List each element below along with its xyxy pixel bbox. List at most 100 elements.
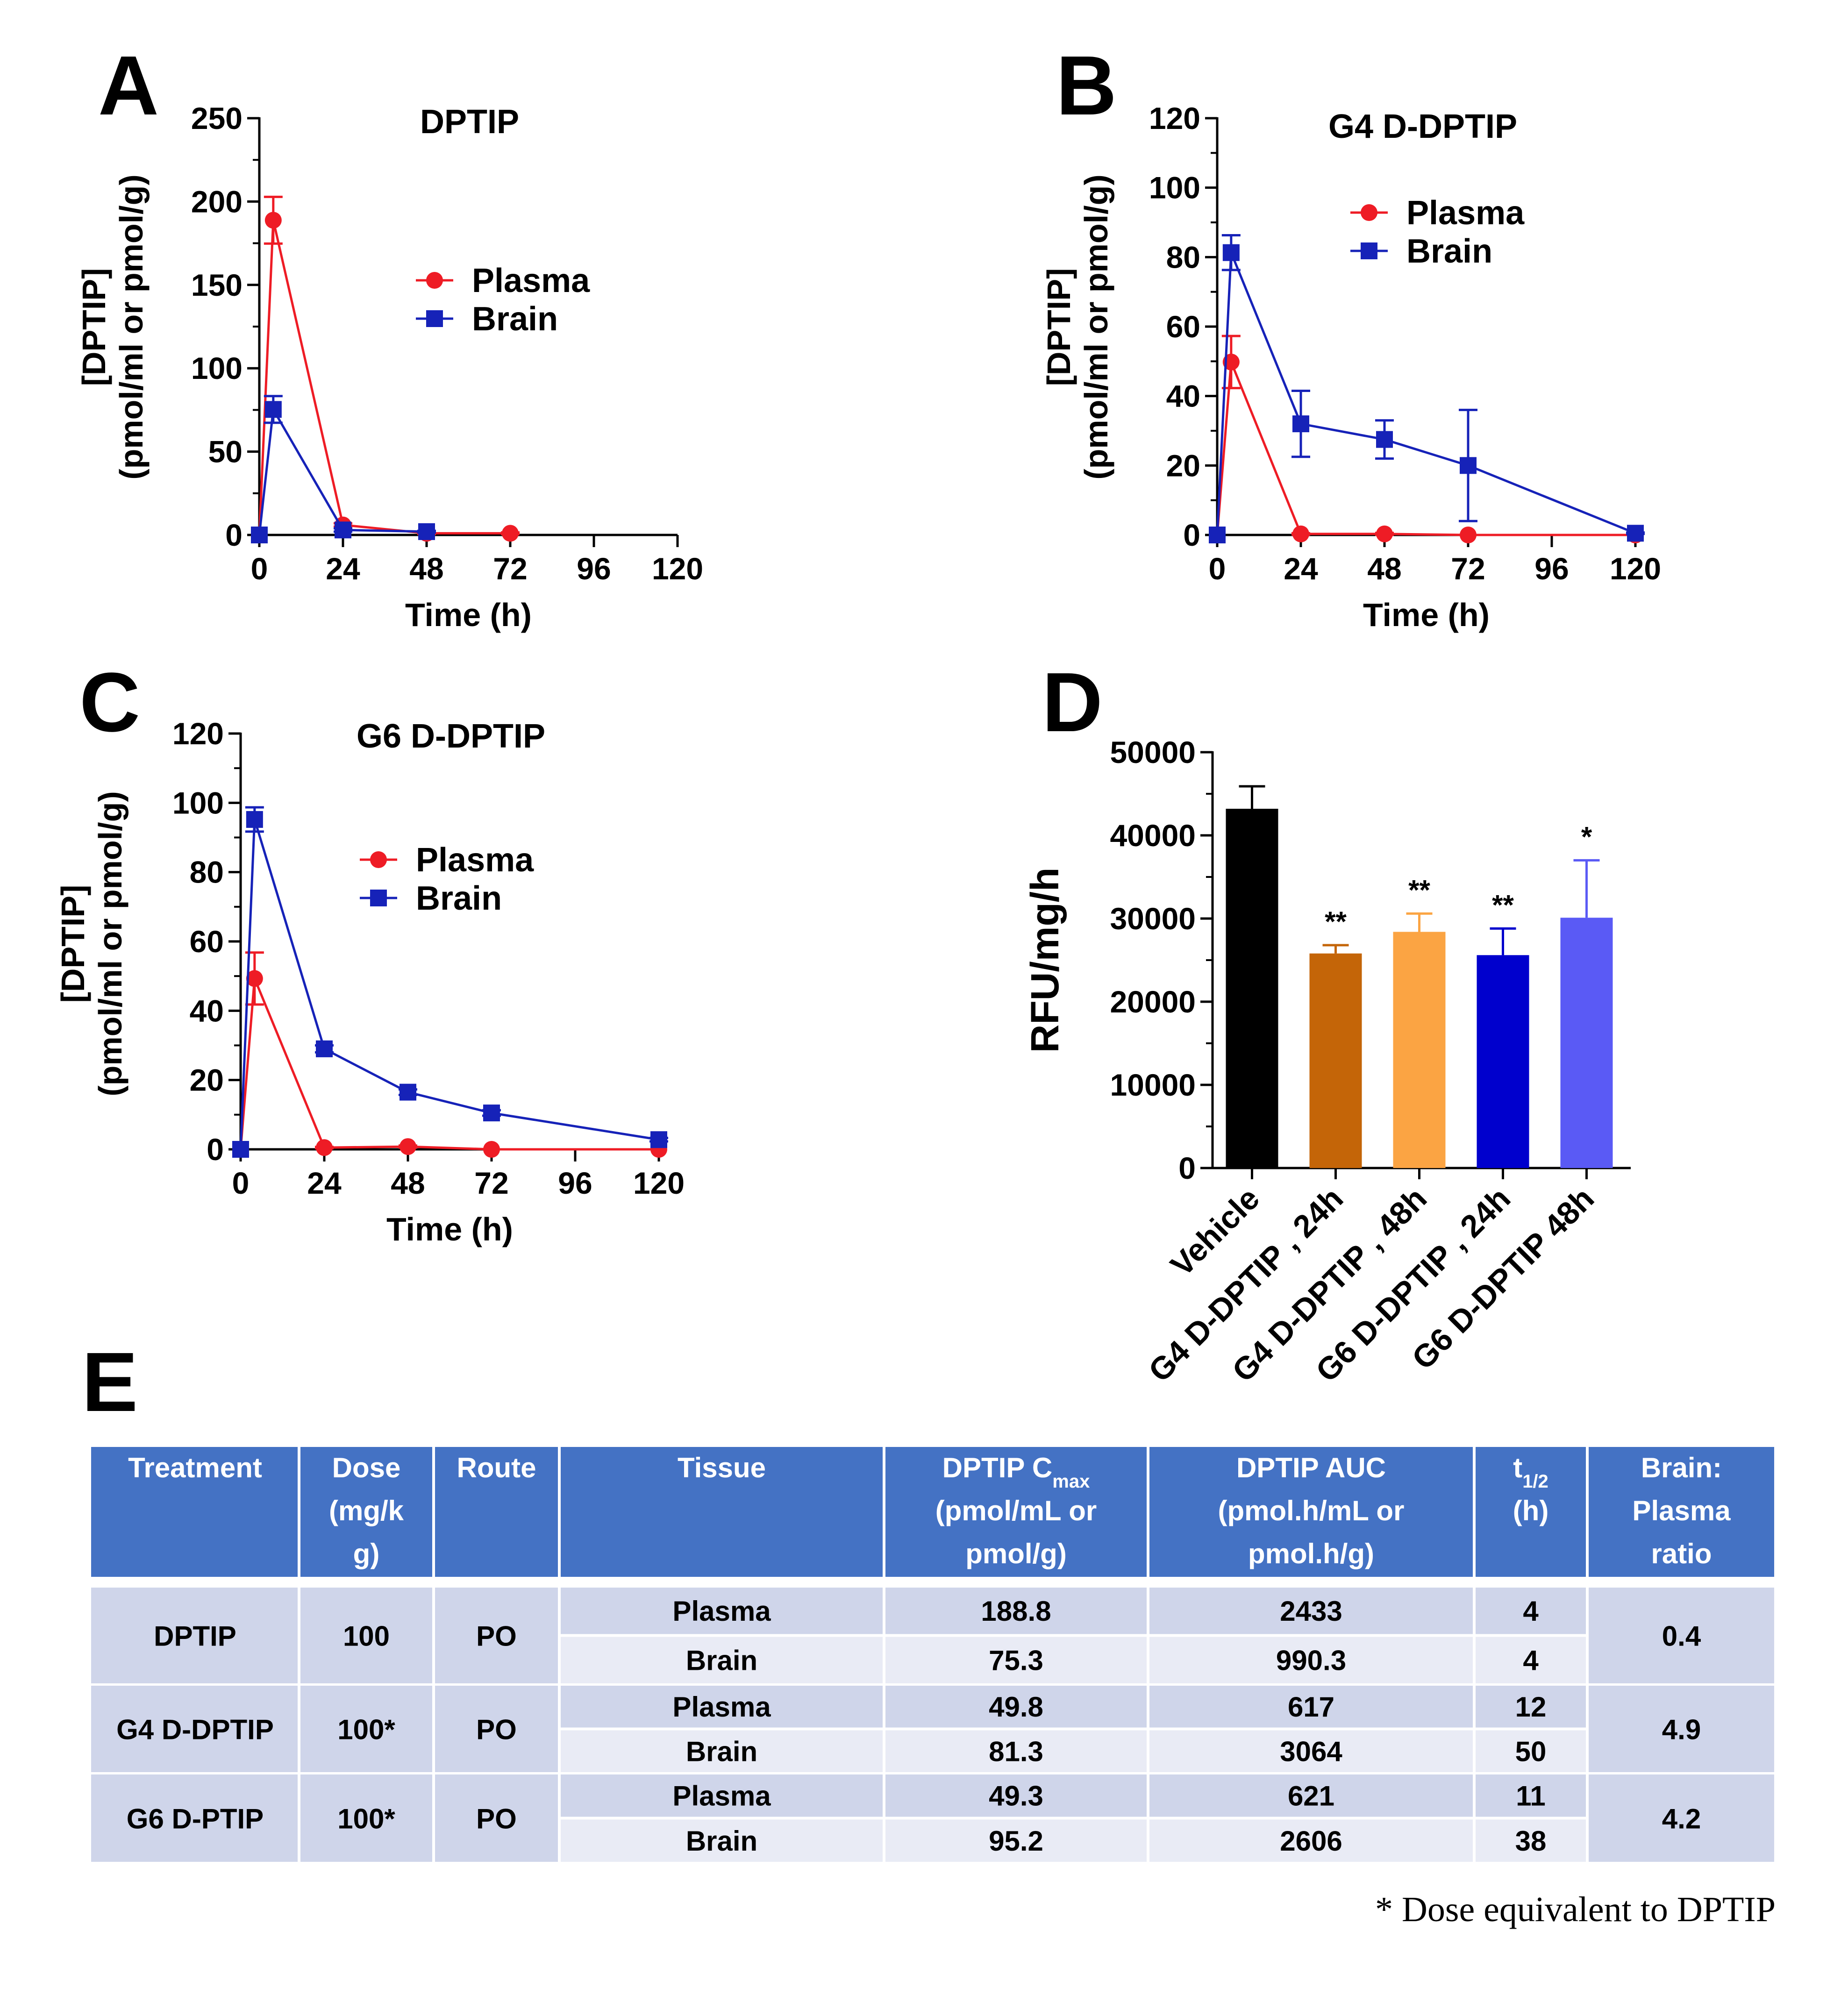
table-header-cell	[435, 1447, 558, 1577]
x-tick-label-b: 48	[1367, 551, 1401, 586]
y-tick-label-c: 0	[207, 1132, 224, 1167]
table-header-label: (mg/k	[329, 1495, 404, 1526]
y-tick-label-a: 0	[225, 518, 243, 552]
table-cell-treatment: G4 D-DPTIP	[116, 1714, 274, 1746]
thalf-subscript: 1/2	[1522, 1471, 1548, 1492]
table-cell-auc: 2433	[1280, 1596, 1342, 1627]
table-cell-cmax-bg	[885, 1730, 1147, 1772]
chart-b: 0 20 40 60 80 100 120 0 24 48 72 96 120 Time (h) [DPTI…	[1041, 101, 1661, 633]
table-cell-thalf-bg	[1476, 1774, 1586, 1817]
data-point-brain-c	[483, 1104, 500, 1122]
table-header-cell	[300, 1447, 432, 1577]
y-tick-label-c: 100	[172, 785, 224, 820]
table-header-label: Plasma	[1632, 1495, 1731, 1526]
significance-label-4: *	[1581, 821, 1592, 852]
data-point-brain-b	[1222, 244, 1240, 261]
table-cell-tissue: Plasma	[672, 1691, 771, 1723]
table-header-label: DPTIP AUC	[1236, 1452, 1386, 1483]
table-cell-dose-bg	[300, 1588, 432, 1683]
table-cell-thalf-bg	[1476, 1730, 1586, 1772]
table-cell-auc: 621	[1288, 1780, 1334, 1811]
y-tick-label-a: 150	[191, 268, 243, 302]
table-cell-dose-bg	[300, 1774, 432, 1862]
series-line-brain-a	[258, 406, 427, 535]
x-tick-label-a: 96	[577, 551, 611, 586]
table-header-label: pmol/g)	[965, 1538, 1067, 1569]
table-cell-auc: 617	[1288, 1691, 1334, 1723]
y-axis-label-units-c: (pmol/ml or pmol/g)	[92, 791, 128, 1096]
table-header-label: Treatment	[128, 1452, 262, 1483]
table-cell-dose: 100	[343, 1621, 390, 1652]
panel-letter-d: D	[1042, 655, 1103, 749]
table-cell-tissue: Plasma	[672, 1780, 771, 1811]
table-header-label: (pmol/mL or	[935, 1495, 1097, 1526]
chart-title-c: G6 D-DPTIP	[357, 718, 545, 755]
x-tick-label-b: 120	[1610, 551, 1661, 586]
x-tick-label-c: 0	[232, 1166, 250, 1200]
bar-3	[1477, 955, 1529, 1168]
data-point-plasma-b	[1292, 525, 1309, 542]
legend-marker-plasma-c	[370, 851, 387, 868]
chart-c: 0 20 40 60 80 100 120 0 24 48 72 96 120 Time (h) [DPTI…	[55, 716, 685, 1247]
table-cell-cmax: 81.3	[989, 1736, 1043, 1767]
table-cell-auc-bg	[1149, 1588, 1473, 1634]
table-cell-cmax: 75.3	[989, 1645, 1043, 1676]
table-header-cell	[885, 1447, 1147, 1577]
data-point-plasma-c	[246, 970, 263, 987]
table-cell-cmax-bg	[885, 1637, 1147, 1683]
data-point-brain-b	[1292, 415, 1309, 433]
y-tick-label-b: 120	[1149, 101, 1200, 135]
x-axis-label-c: Time (h)	[386, 1211, 513, 1247]
data-point-brain-c	[400, 1083, 416, 1101]
table-header-label: Tissue	[678, 1452, 766, 1483]
legend-label-plasma-b: Plasma	[1406, 194, 1525, 232]
y-tick-label-a: 100	[191, 351, 243, 385]
data-point-brain-c	[246, 811, 263, 828]
table-cell-tissue-bg	[561, 1686, 883, 1728]
table-cell-auc: 990.3	[1276, 1645, 1346, 1676]
x-tick-label-a: 72	[493, 551, 527, 586]
table-cell-thalf: 38	[1515, 1825, 1547, 1857]
x-tick-label-c: 120	[633, 1166, 685, 1200]
table-cell-cmax: 95.2	[989, 1825, 1043, 1857]
table-cell-ratio: 4.9	[1662, 1714, 1701, 1746]
table-header-label: (h)	[1513, 1495, 1549, 1526]
table-cell-auc-bg	[1149, 1819, 1473, 1862]
x-tick-label-a: 120	[652, 551, 703, 586]
legend-label-brain-a: Brain	[472, 300, 558, 338]
cmax-subscript: max	[1052, 1471, 1090, 1492]
data-point-brain-b	[1209, 527, 1226, 543]
table-cell-tissue-bg	[561, 1774, 883, 1817]
data-point-plasma-b	[1460, 527, 1477, 543]
y-tick-label-a: 50	[208, 435, 243, 469]
significance-label-2: **	[1408, 874, 1430, 905]
table-cell-tissue-bg	[561, 1819, 883, 1862]
legend-label-brain-c: Brain	[416, 880, 502, 917]
table-cell-tissue: Brain	[686, 1736, 757, 1767]
x-tick-label-a: 0	[251, 551, 268, 586]
series-line-brain-b	[1216, 252, 1636, 535]
table-header-cell	[561, 1447, 883, 1577]
legend-marker-brain-c	[370, 890, 387, 906]
y-tick-label-d: 20000	[1110, 984, 1196, 1019]
pk-table: Treatment Dose(mg/kg)Route Tissue DPTIP Cma…	[91, 1447, 1774, 1862]
table-cell-route: PO	[476, 1621, 517, 1652]
legend-label-plasma-c: Plasma	[416, 841, 534, 879]
table-cell-dose-bg	[300, 1686, 432, 1772]
table-cell-ratio-bg	[1589, 1686, 1774, 1772]
table-header-label: t1/2	[1513, 1452, 1548, 1492]
x-tick-label-b: 72	[1451, 551, 1485, 586]
y-axis-label-c: [DPTIP]	[55, 885, 91, 1003]
significance-label-1: **	[1325, 906, 1347, 937]
table-header-cell	[1149, 1447, 1473, 1577]
table-cell-thalf-bg	[1476, 1588, 1586, 1634]
panel-letter-b: B	[1056, 39, 1117, 133]
table-cell-dose: 100*	[337, 1803, 395, 1835]
legend-label-plasma-a: Plasma	[472, 262, 590, 299]
y-tick-label-b: 40	[1166, 379, 1200, 413]
table-header-label: ratio	[1651, 1538, 1712, 1569]
y-tick-label-c: 40	[190, 993, 224, 1028]
table-cell-auc-bg	[1149, 1730, 1473, 1772]
legend-marker-plasma-a	[426, 272, 443, 289]
